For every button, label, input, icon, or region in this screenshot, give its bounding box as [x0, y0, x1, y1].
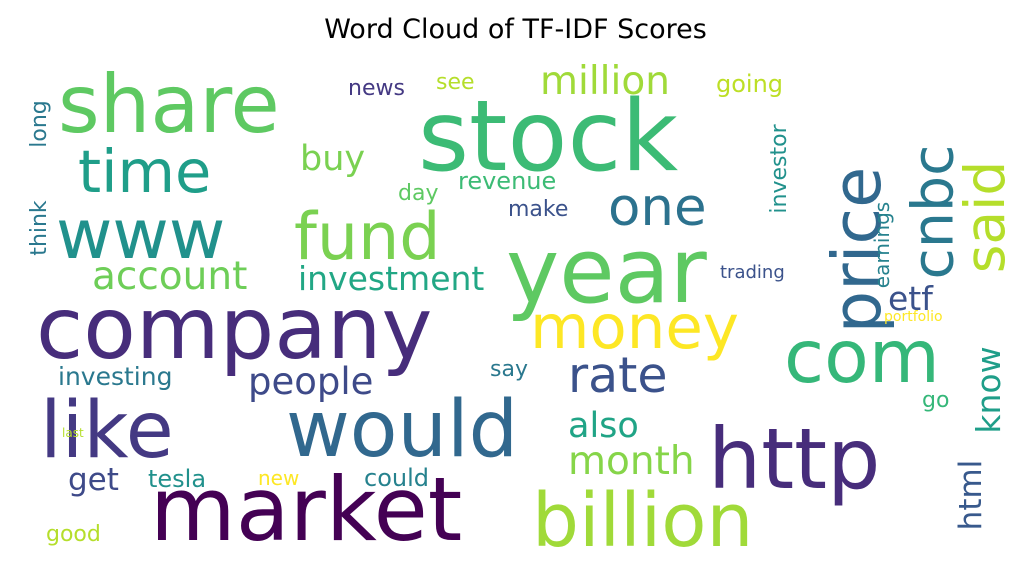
word-investment: investment	[298, 259, 484, 298]
word-month: month	[568, 439, 695, 484]
word-going: going	[716, 70, 783, 98]
word-would: would	[286, 385, 518, 475]
word-go: go	[922, 388, 949, 413]
word-last: last	[62, 426, 84, 440]
word-see: see	[436, 70, 475, 95]
word-know: know	[969, 346, 1008, 433]
word-also: also	[568, 406, 639, 446]
word-could: could	[364, 464, 429, 492]
word-company: company	[36, 279, 432, 379]
word-one: one	[608, 177, 707, 238]
word-billion: billion	[532, 478, 753, 562]
word-portfolio: portfolio	[884, 309, 943, 325]
word-new: new	[258, 466, 299, 490]
word-rate: rate	[568, 347, 668, 404]
word-make: make	[508, 197, 568, 222]
word-investing: investing	[58, 362, 172, 391]
word-like: like	[40, 386, 174, 476]
word-html: html	[953, 460, 989, 531]
word-price: price	[818, 167, 896, 334]
word-revenue: revenue	[458, 167, 556, 195]
word-cnbc: cnbc	[901, 145, 967, 280]
word-good: good	[46, 522, 101, 547]
word-trading: trading	[720, 262, 785, 283]
word-long: long	[27, 100, 52, 147]
word-said: said	[953, 161, 1010, 274]
word-stock: stock	[418, 80, 678, 194]
word-buy: buy	[300, 139, 365, 179]
word-time: time	[78, 137, 211, 206]
word-people: people	[248, 360, 373, 403]
word-http: http	[708, 410, 880, 508]
word-tesla: tesla	[148, 465, 206, 493]
word-money: money	[530, 292, 739, 363]
word-market: market	[150, 458, 462, 561]
word-get: get	[68, 462, 119, 498]
word-etf: etf	[888, 279, 934, 318]
word-account: account	[92, 254, 247, 299]
word-news: news	[348, 76, 405, 101]
word-cloud: stock year market company http share would like…	[27, 62, 1010, 562]
word-investor: investor	[767, 123, 792, 213]
word-think: think	[27, 200, 52, 256]
word-day: day	[398, 181, 438, 206]
word-com: com	[784, 315, 940, 400]
word-share: share	[58, 62, 280, 151]
word-fund: fund	[294, 200, 441, 275]
chart-title: Word Cloud of TF-IDF Scores	[324, 14, 707, 45]
word-say: say	[490, 357, 528, 382]
word-year: year	[506, 219, 707, 324]
word-earnings: earnings	[870, 202, 894, 288]
word-www: www	[56, 195, 225, 275]
word-million: million	[540, 62, 670, 104]
